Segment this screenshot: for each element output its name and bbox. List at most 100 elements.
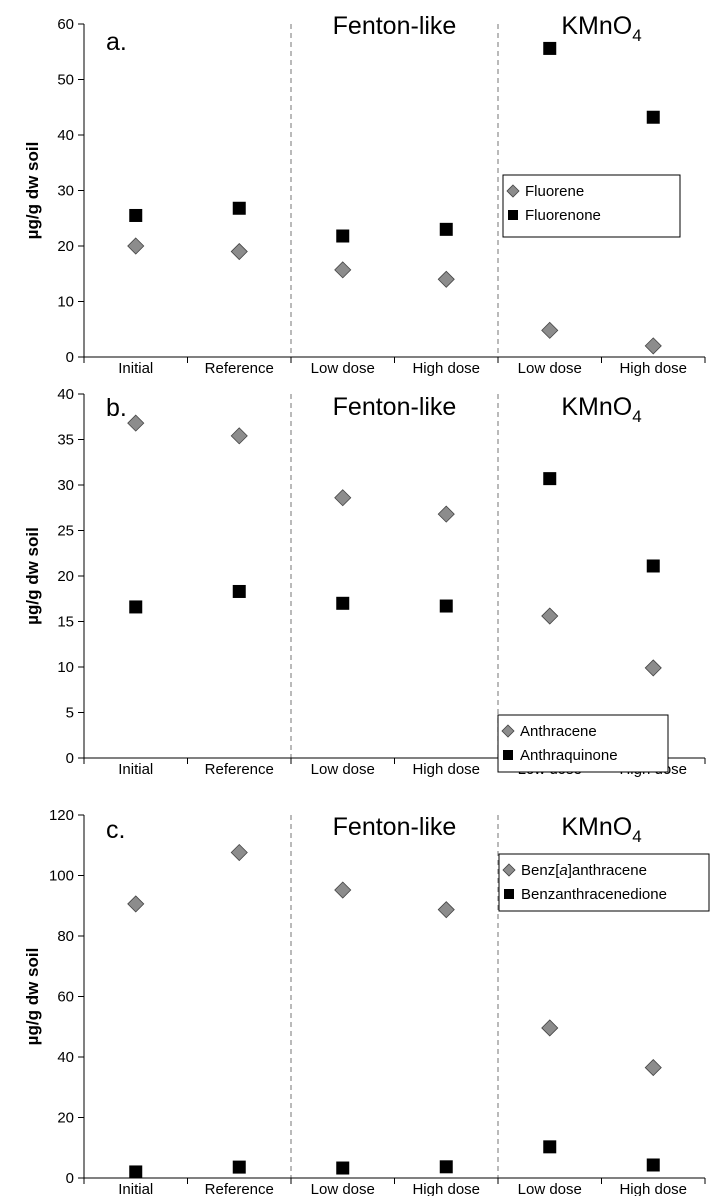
x-tick-label: Low dose: [311, 360, 375, 377]
x-tick-label: Initial: [118, 360, 153, 377]
group-label-0: Fenton-like: [333, 12, 457, 40]
x-tick-label: Initial: [118, 761, 153, 778]
y-axis-label: µg/g dw soil: [23, 142, 42, 240]
y-tick-label: 60: [57, 989, 74, 1006]
x-tick-label: Reference: [205, 360, 274, 377]
legend-label-part: a: [559, 862, 567, 879]
legend: Anthracene Anthraquinone: [497, 714, 669, 773]
group-label-1: KMnO4: [561, 393, 641, 426]
point-diamond: [644, 1059, 662, 1077]
point-square: [646, 1158, 660, 1172]
panel-label: b.: [106, 394, 127, 422]
y-axis-label: µg/g dw soil: [23, 527, 42, 625]
legend-box: [502, 174, 681, 238]
y-tick-label: 5: [66, 705, 74, 722]
y-tick-label: 20: [57, 568, 74, 585]
point-square: [232, 201, 246, 215]
y-tick-label: 25: [57, 523, 74, 540]
y-tick-label: 20: [57, 238, 74, 255]
legend: Fluorene Fluorenone: [502, 174, 681, 238]
group-label-text: Fenton-like: [333, 393, 457, 421]
point-square: [646, 559, 660, 573]
group-label-0: Fenton-like: [333, 393, 457, 421]
point-square: [232, 1160, 246, 1174]
legend-label-part: ]anthracene: [568, 862, 647, 879]
point-diamond: [230, 843, 248, 862]
panel-label: a.: [106, 28, 127, 56]
x-tick-label: High dose: [412, 1181, 480, 1196]
point-diamond: [644, 337, 662, 355]
legend-label: Benz[a]anthracene: [521, 862, 647, 879]
group-label-subscript: 4: [632, 827, 641, 846]
point-diamond: [437, 505, 455, 523]
legend-label: Anthracene: [520, 723, 597, 740]
x-tick-label: Reference: [205, 761, 274, 778]
y-tick-label: 60: [57, 16, 74, 33]
y-tick-label: 15: [57, 614, 74, 631]
legend-label: Anthraquinone: [520, 747, 618, 764]
point-diamond: [334, 489, 352, 507]
x-tick-label: High dose: [412, 761, 480, 778]
y-tick-label: 0: [66, 1170, 74, 1187]
group-label-subscript: 4: [632, 26, 641, 45]
y-tick-label: 20: [57, 1110, 74, 1127]
group-label-subscript: 4: [632, 407, 641, 426]
legend-marker-diamond: [506, 184, 520, 198]
point-diamond: [541, 321, 559, 339]
y-tick-label: 30: [57, 183, 74, 200]
point-square: [336, 229, 350, 243]
point-square: [543, 472, 557, 486]
y-tick-label: 0: [66, 349, 74, 366]
x-tick-label: Low dose: [311, 761, 375, 778]
point-square: [336, 596, 350, 610]
point-square: [439, 1160, 453, 1174]
x-tick-label: High dose: [412, 360, 480, 377]
legend-label: Fluorenone: [525, 207, 601, 224]
x-tick-label: Low dose: [311, 1181, 375, 1196]
point-diamond: [230, 242, 248, 261]
legend-label-part: Benz[: [521, 862, 560, 879]
legend-marker-diamond: [501, 724, 515, 738]
group-label-0: Fenton-like: [333, 813, 457, 841]
point-square: [129, 1165, 143, 1179]
point-diamond: [127, 895, 145, 913]
y-tick-label: 10: [57, 294, 74, 311]
point-square: [543, 41, 557, 55]
legend-marker-diamond: [502, 863, 516, 877]
y-tick-label: 10: [57, 659, 74, 676]
point-square: [232, 584, 246, 598]
group-label-text: Fenton-like: [333, 12, 457, 40]
legend-label: Fluorene: [525, 183, 584, 200]
panel-label: c.: [106, 816, 125, 844]
legend-box: [497, 714, 669, 773]
point-diamond: [541, 1019, 559, 1037]
legend-box: [498, 853, 710, 912]
y-tick-label: 0: [66, 750, 74, 767]
point-diamond: [334, 261, 352, 279]
point-diamond: [541, 607, 559, 625]
x-tick-label: High dose: [619, 360, 687, 377]
x-tick-label: Low dose: [518, 1181, 582, 1196]
group-label-text: KMnO: [561, 813, 632, 841]
legend-label: Benzanthracenedione: [521, 886, 667, 903]
y-tick-label: 50: [57, 72, 74, 89]
y-tick-label: 35: [57, 432, 74, 449]
panel-2: 0 20 40 60 80 100 120 Initial Reference Low dose H…: [23, 807, 710, 1196]
y-tick-label: 120: [49, 807, 74, 824]
point-diamond: [437, 270, 455, 288]
x-tick-label: Low dose: [518, 360, 582, 377]
panel-0: 0 10 20 30 40 50 60 Initial Reference Low dose Hig…: [23, 12, 706, 377]
point-square: [129, 600, 143, 614]
x-tick-label: Reference: [205, 1181, 274, 1196]
y-tick-label: 40: [57, 127, 74, 144]
point-diamond: [230, 427, 248, 445]
legend-marker-square: [504, 889, 514, 899]
legend: Benz[a]anthracene Benzanthracenedione: [498, 853, 710, 912]
point-square: [439, 599, 453, 613]
point-square: [129, 208, 143, 222]
x-tick-label: Initial: [118, 1181, 153, 1196]
group-label-1: KMnO4: [561, 813, 641, 846]
point-diamond: [644, 659, 662, 677]
group-label-text: KMnO: [561, 393, 632, 421]
y-tick-label: 40: [57, 1049, 74, 1066]
